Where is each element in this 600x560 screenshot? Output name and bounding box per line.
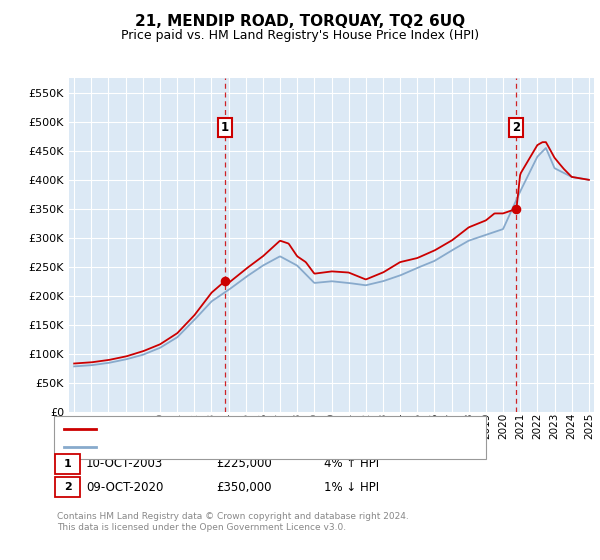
Text: 2: 2 xyxy=(512,121,521,134)
Point xyxy=(220,277,230,286)
Text: 4% ↑ HPI: 4% ↑ HPI xyxy=(324,457,379,470)
Text: HPI: Average price, detached house, Torbay: HPI: Average price, detached house, Torb… xyxy=(100,442,328,452)
Text: 1: 1 xyxy=(221,121,229,134)
Text: £225,000: £225,000 xyxy=(216,457,272,470)
Text: 1% ↓ HPI: 1% ↓ HPI xyxy=(324,480,379,494)
Text: 1: 1 xyxy=(64,459,71,469)
Text: 10-OCT-2003: 10-OCT-2003 xyxy=(86,457,163,470)
Text: 09-OCT-2020: 09-OCT-2020 xyxy=(86,480,163,494)
Text: 2: 2 xyxy=(64,482,71,492)
Text: 21, MENDIP ROAD, TORQUAY, TQ2 6UQ (detached house): 21, MENDIP ROAD, TORQUAY, TQ2 6UQ (detac… xyxy=(100,424,399,434)
Text: 21, MENDIP ROAD, TORQUAY, TQ2 6UQ: 21, MENDIP ROAD, TORQUAY, TQ2 6UQ xyxy=(135,14,465,29)
Text: £350,000: £350,000 xyxy=(216,480,271,494)
Point xyxy=(512,204,521,213)
Text: Contains HM Land Registry data © Crown copyright and database right 2024.
This d: Contains HM Land Registry data © Crown c… xyxy=(57,512,409,532)
Text: Price paid vs. HM Land Registry's House Price Index (HPI): Price paid vs. HM Land Registry's House … xyxy=(121,29,479,42)
